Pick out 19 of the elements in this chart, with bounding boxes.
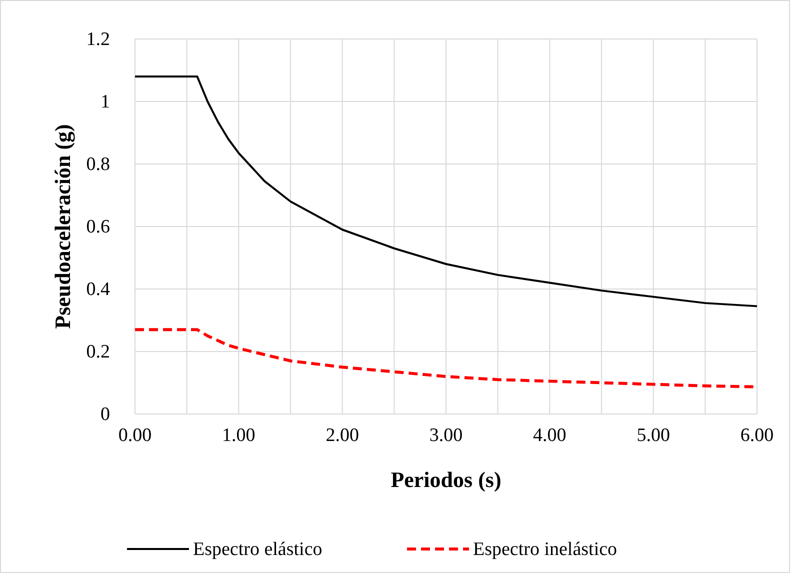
y-tick-label: 0.8 <box>86 154 110 175</box>
x-axis-title: Periodos (s) <box>390 467 502 492</box>
x-tick-label: 4.00 <box>533 425 566 446</box>
x-tick-label: 2.00 <box>326 425 359 446</box>
x-tick-label: 3.00 <box>429 425 463 446</box>
y-tick-label: 0.2 <box>86 342 110 362</box>
x-tick-label: 1.00 <box>222 425 256 446</box>
x-tick-label: 6.00 <box>740 425 774 446</box>
line-series <box>134 76 758 308</box>
y-tick-label: 0 <box>100 404 110 425</box>
legend-label: Espectro inelástico <box>473 539 618 560</box>
y-axis-title: Pseudoaceleración (g) <box>50 124 75 329</box>
x-tick-label: 5.00 <box>636 425 670 446</box>
y-tick-label: 0.4 <box>86 279 110 300</box>
legend-label: Espectro elástico <box>193 539 322 560</box>
y-tick-label: 1 <box>100 92 110 112</box>
y-tick-label: 1.2 <box>86 29 110 50</box>
y-tick-label: 0.6 <box>86 216 110 238</box>
x-tick-label: 0.00 <box>118 425 152 446</box>
